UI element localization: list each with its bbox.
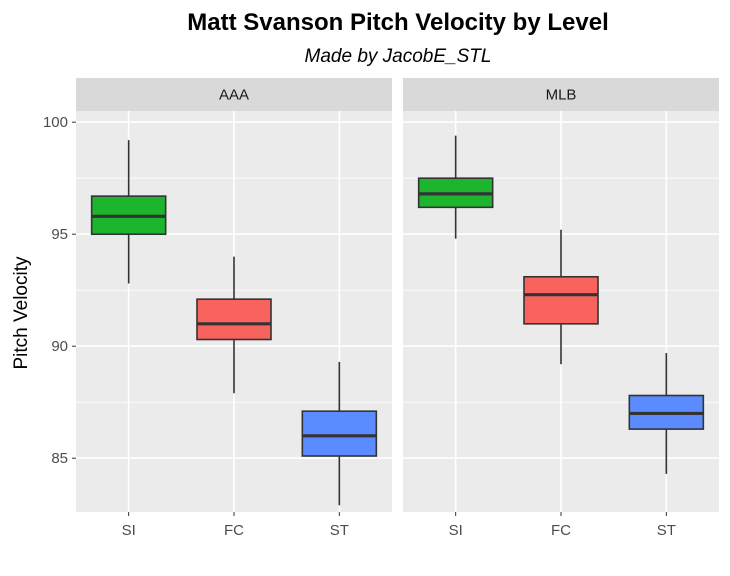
iqr-box: [196, 298, 272, 341]
facet-strip: [403, 78, 719, 111]
y-tick-label: 90: [51, 338, 68, 355]
box-aaa-fc: [196, 256, 272, 394]
x-tick-label: FC: [551, 522, 571, 539]
y-axis-title: Pitch Velocity: [11, 256, 32, 369]
x-tick-label: SI: [122, 522, 136, 539]
facet-strip-label: AAA: [219, 87, 249, 104]
facet-panels: 85 90 95 100 AAA SI FC ST MLB SI FC ST: [43, 78, 719, 539]
box-aaa-si: [90, 140, 167, 284]
panel-mlb: MLB SI FC ST: [403, 78, 719, 539]
iqr-box: [301, 410, 378, 457]
box-mlb-si: [417, 135, 494, 239]
x-tick-label: FC: [224, 522, 244, 539]
x-tick-label: SI: [449, 522, 463, 539]
iqr-box: [523, 275, 599, 325]
facet-strip-label: MLB: [546, 87, 577, 104]
panel-aaa: AAA SI FC ST: [76, 78, 392, 539]
y-tick-label: 95: [51, 226, 68, 243]
y-tick-label: 85: [51, 450, 68, 467]
y-tick-label: 100: [43, 114, 68, 131]
x-tick-label: ST: [330, 522, 349, 539]
x-tick-label: ST: [657, 522, 676, 539]
box-aaa-st: [301, 361, 378, 506]
box-mlb-fc: [523, 229, 599, 365]
box-mlb-st: [628, 352, 705, 474]
facet-strip: [76, 78, 392, 111]
chart-title: Matt Svanson Pitch Velocity by Level: [187, 9, 608, 36]
chart-subtitle: Made by JacobE_STL: [305, 46, 492, 67]
